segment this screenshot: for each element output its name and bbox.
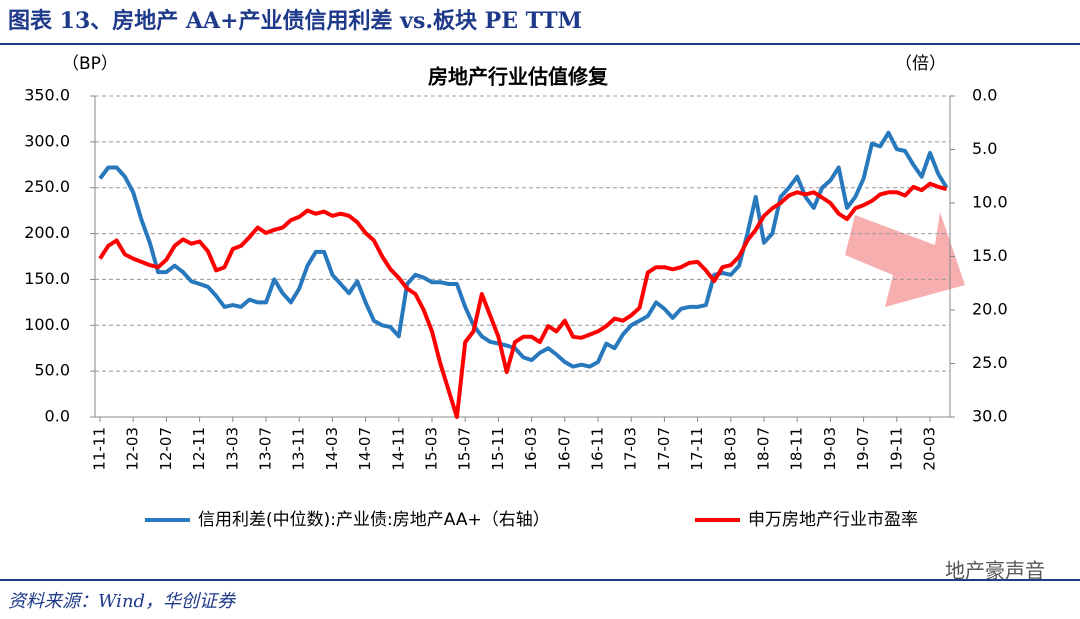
x-tick-label: 15-03 [423,427,441,471]
y2-tick-label: 20.0 [972,300,1008,319]
x-tick-label: 15-11 [489,427,507,471]
x-tick-label: 20-03 [921,427,939,471]
trend-arrow [845,212,965,307]
y-axis-unit: （BP） [62,54,118,74]
y-tick-label: 100.0 [24,315,70,334]
x-tick-label: 13-07 [257,427,275,471]
x-tick-label: 17-11 [688,427,706,471]
x-tick-label: 18-11 [788,427,806,471]
series-line [98,130,949,369]
x-tick-label: 19-03 [821,427,839,471]
y2-tick-label: 15.0 [972,246,1008,265]
y-tick-label: 50.0 [34,361,70,380]
x-tick-label: 18-03 [721,427,739,471]
y2-tick-label: 30.0 [972,407,1008,426]
y2-tick-label: 0.0 [972,86,997,105]
x-tick-label: 14-03 [323,427,341,471]
y-tick-label: 350.0 [24,86,70,105]
x-tick-label: 12-03 [124,427,142,471]
x-tick-label: 12-11 [190,427,208,471]
x-tick-label: 16-11 [589,427,607,471]
x-tick-label: 18-07 [755,427,773,471]
x-tick-label: 19-07 [854,427,872,471]
page-title: 图表 13、房地产 AA+产业债信用利差 vs.板块 PE TTM [8,8,582,34]
x-tick-label: 15-07 [456,427,474,471]
x-tick-label: 19-11 [887,427,905,471]
series-line [98,181,948,419]
legend-label: 信用利差(中位数):产业债:房地产AA+（右轴） [198,510,550,530]
watermark: 地产豪声音 [945,559,1045,583]
x-tick-label: 14-11 [389,427,407,471]
x-tick-label: 17-03 [622,427,640,471]
y-tick-label: 150.0 [24,269,70,288]
x-tick-label: 11-11 [91,427,109,471]
x-tick-label: 16-07 [555,427,573,471]
y-tick-label: 200.0 [24,223,70,242]
x-tick-label: 14-07 [356,427,374,471]
y2-tick-label: 10.0 [972,193,1008,212]
legend-label: 申万房地产行业市盈率 [748,510,918,530]
chart-title: 房地产行业估值修复 [428,65,609,89]
y2-axis-unit: （倍） [895,54,946,74]
source: 资料来源：Wind，华创证券 [8,591,237,612]
y2-tick-label: 25.0 [972,353,1008,372]
y-tick-label: 0.0 [45,407,70,426]
y2-tick-label: 5.0 [972,139,997,158]
x-tick-label: 13-03 [223,427,241,471]
x-tick-label: 13-11 [290,427,308,471]
x-tick-label: 12-07 [157,427,175,471]
x-tick-label: 16-03 [522,427,540,471]
y-tick-label: 300.0 [24,131,70,150]
y-tick-label: 250.0 [24,177,70,196]
x-tick-label: 17-07 [655,427,673,471]
